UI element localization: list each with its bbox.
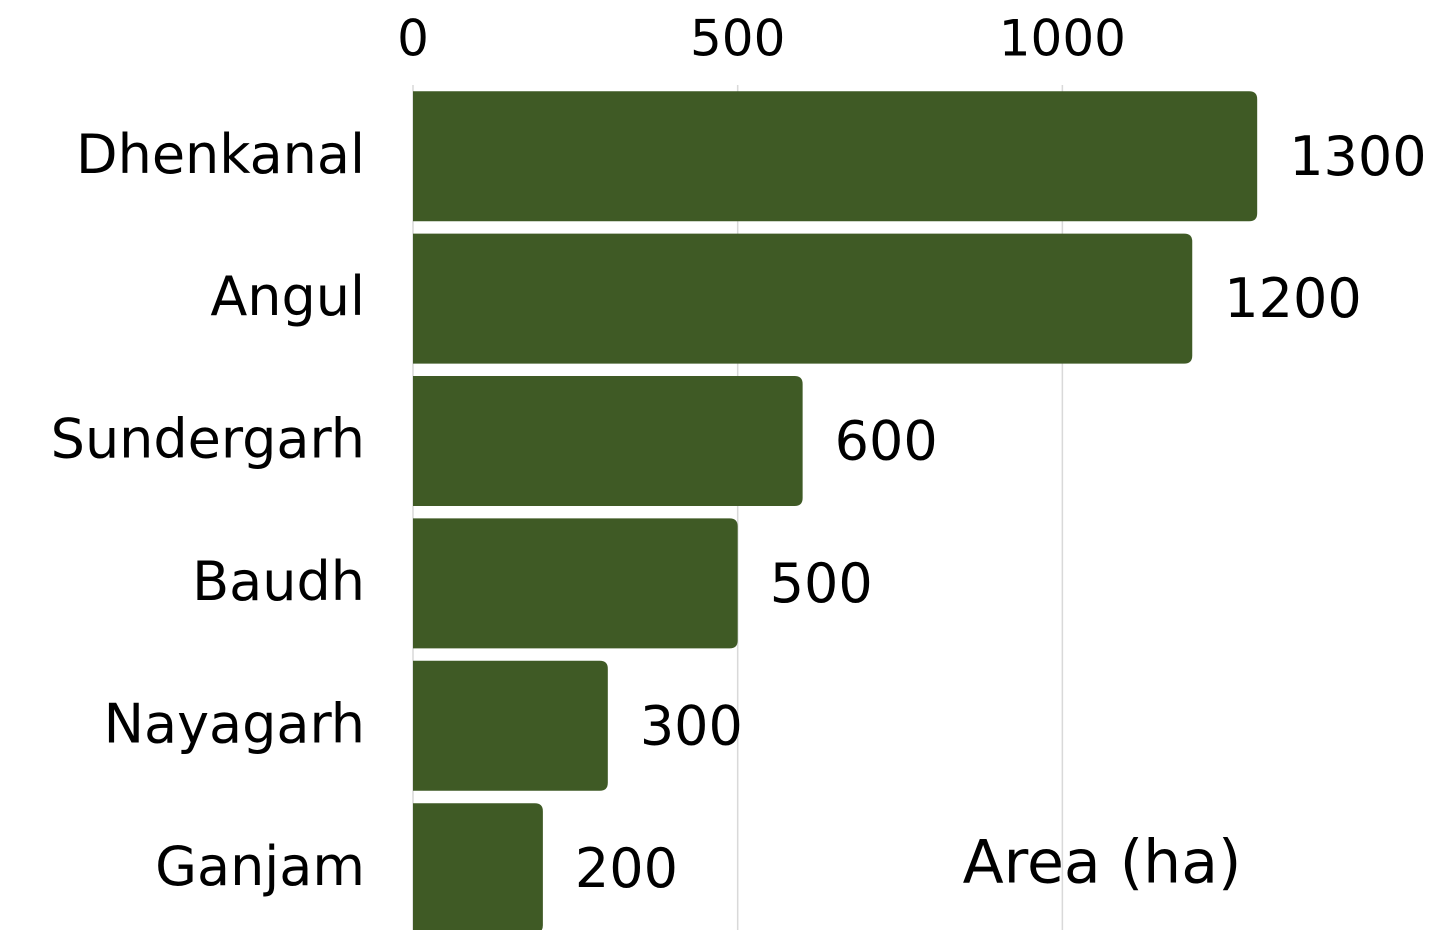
x-tick-label: 0 [397,10,429,68]
y-tick-label: Nayagarh [104,692,365,755]
value-label: 600 [835,410,938,473]
x-tick-label: 500 [690,10,785,68]
bar [413,803,543,930]
value-label: 500 [770,552,873,615]
value-label: 1300 [1289,125,1426,188]
x-tick-label: 1000 [999,10,1126,68]
y-tick-label: Angul [210,265,365,328]
value-label: 300 [640,694,743,757]
value-label: 1200 [1224,267,1361,330]
y-tick-label: Baudh [192,550,365,613]
bar [413,660,608,791]
value-label: 200 [575,837,678,900]
axis-title: Area (ha) [963,828,1242,898]
bar [413,233,1193,364]
y-tick-label: Ganjam [155,835,365,898]
bar [413,91,1258,222]
bar [413,376,803,506]
bar [413,518,738,649]
y-tick-label: Dhenkanal [76,123,365,186]
y-tick-label: Sundergarh [51,408,365,471]
